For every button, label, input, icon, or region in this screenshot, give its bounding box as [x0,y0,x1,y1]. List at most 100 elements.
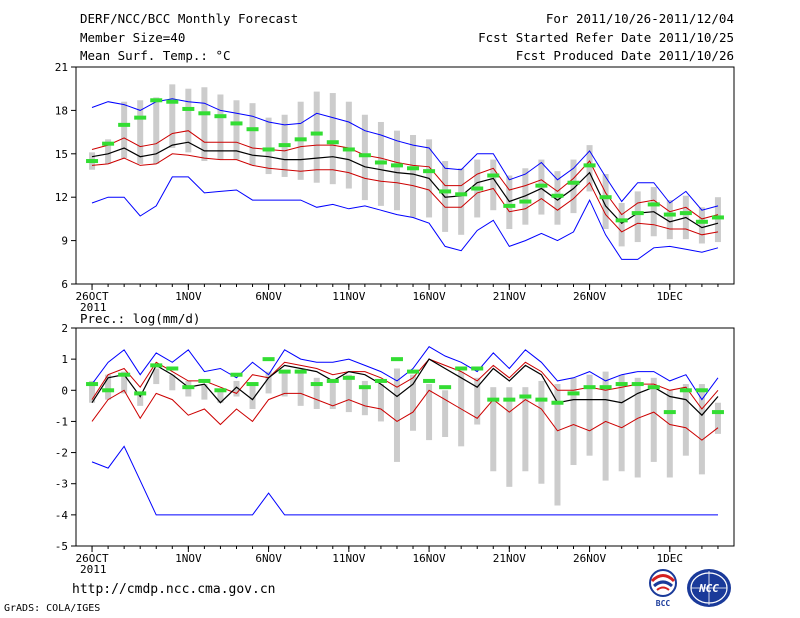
obs-marker [150,98,163,103]
obs-marker [551,400,564,405]
member-range-box [313,377,320,409]
member-range-box [169,374,176,391]
obs-marker [262,147,275,152]
member-range-box [153,368,160,385]
obs-marker [535,183,548,188]
member-range-box [410,134,417,218]
obs-marker [423,169,436,174]
x-tick-label: 16NOV [413,290,446,303]
obs-marker [407,369,420,374]
obs-marker [439,385,452,390]
ncc-logo-text: NCC [698,582,719,595]
member-range-box [714,402,721,434]
y-tick-label: 9 [61,235,68,248]
obs-marker [471,186,484,191]
member-range-box [265,117,272,175]
member-range-box [570,159,577,214]
chart-title: DERF/NCC/BCC Monthly Forecast [80,11,299,26]
x-tick-label: 21NOV [493,552,526,565]
member-range-box [393,130,400,211]
obs-marker [471,366,484,371]
y-tick-label: -3 [55,478,68,491]
fcst-started-date: Fcst Started Refer Date 2011/10/25 [478,30,734,45]
member-range-box [329,380,336,409]
obs-marker [150,363,163,368]
y-tick-label: 21 [55,61,68,74]
obs-marker [615,218,628,223]
obs-marker [647,202,660,207]
obs-marker [567,391,580,396]
obs-marker [358,153,371,158]
obs-marker [230,372,243,377]
member-range-box [265,371,272,394]
obs-marker [262,357,275,362]
plot-frame [75,66,735,285]
obs-marker [455,366,468,371]
website-url[interactable]: http://cmdp.ncc.cma.gov.cn [72,582,276,597]
member-range-box [602,174,609,230]
member-range-box [410,374,417,431]
member-range-box [666,390,673,478]
x-tick-label: 11NOV [332,552,365,565]
obs-marker [663,212,676,217]
member-range-box [169,84,176,149]
obs-marker [246,382,259,387]
member-range-box [137,100,144,164]
obs-marker [134,115,147,120]
member-range-box [361,380,368,416]
series-line-max [91,98,719,211]
precip-panel-title: Prec.: log(mm/d) [80,311,201,326]
obs-marker [358,385,371,390]
obs-marker [278,369,291,374]
member-range-box [618,202,625,247]
y-tick-label: 1 [61,353,68,366]
obs-marker [663,410,676,415]
obs-marker [86,159,99,164]
obs-marker [631,211,644,216]
x-tick-label: 6NOV [255,290,282,303]
y-tick-label: 15 [55,148,68,161]
member-range-box [506,387,513,487]
member-range-box [586,374,593,456]
member-range-box [329,93,336,185]
member-range-box [634,191,641,243]
y-tick-label: 12 [55,191,68,204]
series-line-mean [91,358,719,417]
member-range-box [185,88,192,153]
x-tick-label: 21NOV [493,290,526,303]
obs-marker [118,372,131,377]
ncc-logo: NCC [687,569,731,607]
obs-marker [342,147,355,152]
y-tick-label: 2 [61,322,68,335]
obs-marker [198,378,211,383]
member-range-box [105,139,112,164]
member-range-box [217,94,224,160]
obs-marker [695,388,708,393]
y-tick-label: 0 [61,384,68,397]
obs-marker [102,141,115,146]
member-range-box [153,97,160,164]
member-range-box [602,371,609,481]
member-range-box [698,207,705,244]
x-tick-label: 26OCT [75,290,108,303]
obs-marker [214,388,227,393]
bcc-logo: BCC [649,569,677,608]
obs-marker [214,114,227,119]
member-range-box [682,384,689,456]
obs-marker [102,388,115,393]
obs-marker [134,391,147,396]
obs-marker [326,378,339,383]
obs-marker [374,160,387,165]
obs-marker [407,166,420,171]
member-range-box [121,101,128,159]
y-tick-label: 18 [55,104,68,117]
member-range-box [426,384,433,441]
member-range-box [586,145,593,192]
member-range-box [490,387,497,472]
series-line-mean [91,141,719,229]
y-tick-label: -1 [55,415,68,428]
member-range-box [634,377,641,478]
forecast-period: For 2011/10/26-2011/12/04 [545,11,734,26]
obs-marker [567,180,580,185]
